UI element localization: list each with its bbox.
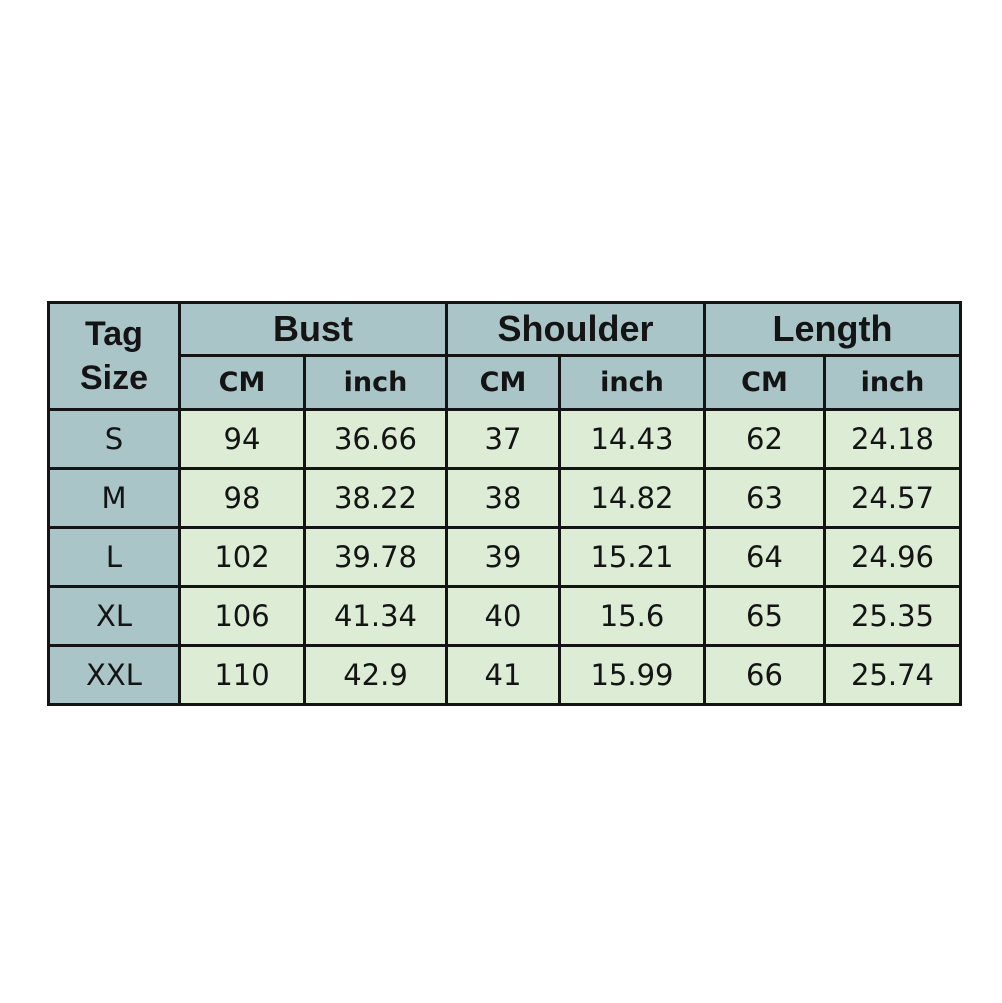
size-chart-table: Tag Size Bust Shoulder Length CM inch CM… [47, 301, 962, 706]
size-label-cell: S [47, 408, 181, 470]
value-cell-length-inch: 24.57 [823, 467, 962, 529]
table-row-xl: XL 106 41.34 40 15.6 65 25.35 [47, 585, 962, 647]
subheader-bust-cm: CM [178, 354, 306, 411]
value-cell-bust-cm: 94 [178, 408, 306, 470]
table-row-s: S 94 36.66 37 14.43 62 24.18 [47, 408, 962, 470]
value-cell-length-inch: 24.18 [823, 408, 962, 470]
value-cell-shoulder-cm: 39 [445, 526, 561, 588]
header-row-units: CM inch CM inch CM inch [49, 354, 962, 411]
value-cell-length-cm: 66 [703, 644, 826, 706]
header-row-groups: Tag Size Bust Shoulder Length [47, 301, 962, 411]
col-group-header-shoulder: Shoulder [445, 301, 706, 357]
value-cell-shoulder-cm: 37 [445, 408, 561, 470]
value-cell-length-cm: 63 [703, 467, 826, 529]
size-label-cell: M [47, 467, 181, 529]
value-cell-bust-inch: 38.22 [303, 467, 448, 529]
value-cell-shoulder-inch: 15.6 [558, 585, 706, 647]
subheader-bust-inch: inch [303, 354, 448, 411]
value-cell-shoulder-inch: 14.43 [558, 408, 706, 470]
table-row-m: M 98 38.22 38 14.82 63 24.57 [47, 467, 962, 529]
value-cell-shoulder-cm: 38 [445, 467, 561, 529]
subheader-length-inch: inch [823, 354, 962, 411]
value-cell-bust-cm: 98 [178, 467, 306, 529]
subheader-shoulder-cm: CM [445, 354, 561, 411]
subheader-length-cm: CM [703, 354, 826, 411]
value-cell-shoulder-inch: 15.99 [558, 644, 706, 706]
value-cell-bust-cm: 110 [178, 644, 306, 706]
value-cell-bust-inch: 39.78 [303, 526, 448, 588]
value-cell-bust-cm: 106 [178, 585, 306, 647]
value-cell-shoulder-cm: 40 [445, 585, 561, 647]
value-cell-shoulder-cm: 41 [445, 644, 561, 706]
size-label-cell: L [47, 526, 181, 588]
value-cell-length-inch: 24.96 [823, 526, 962, 588]
value-cell-length-cm: 64 [703, 526, 826, 588]
size-label-cell: XXL [47, 644, 181, 706]
value-cell-bust-inch: 36.66 [303, 408, 448, 470]
subheader-shoulder-inch: inch [558, 354, 706, 411]
value-cell-shoulder-inch: 15.21 [558, 526, 706, 588]
table-row-l: L 102 39.78 39 15.21 64 24.96 [47, 526, 962, 588]
value-cell-length-cm: 62 [703, 408, 826, 470]
value-cell-shoulder-inch: 14.82 [558, 467, 706, 529]
corner-header-line1: Tag [85, 314, 143, 353]
value-cell-length-inch: 25.74 [823, 644, 962, 706]
value-cell-length-cm: 65 [703, 585, 826, 647]
value-cell-length-inch: 25.35 [823, 585, 962, 647]
col-group-header-length: Length [703, 301, 962, 357]
corner-header-line2: Size [79, 359, 149, 397]
value-cell-bust-inch: 42.9 [303, 644, 448, 706]
value-cell-bust-inch: 41.34 [303, 585, 448, 647]
corner-header-tag-size: Tag Size [47, 301, 181, 411]
value-cell-bust-cm: 102 [178, 526, 306, 588]
size-label-cell: XL [47, 585, 181, 647]
col-group-header-bust: Bust [178, 301, 448, 357]
table-row-xxl: XXL 110 42.9 41 15.99 66 25.74 [47, 644, 962, 706]
